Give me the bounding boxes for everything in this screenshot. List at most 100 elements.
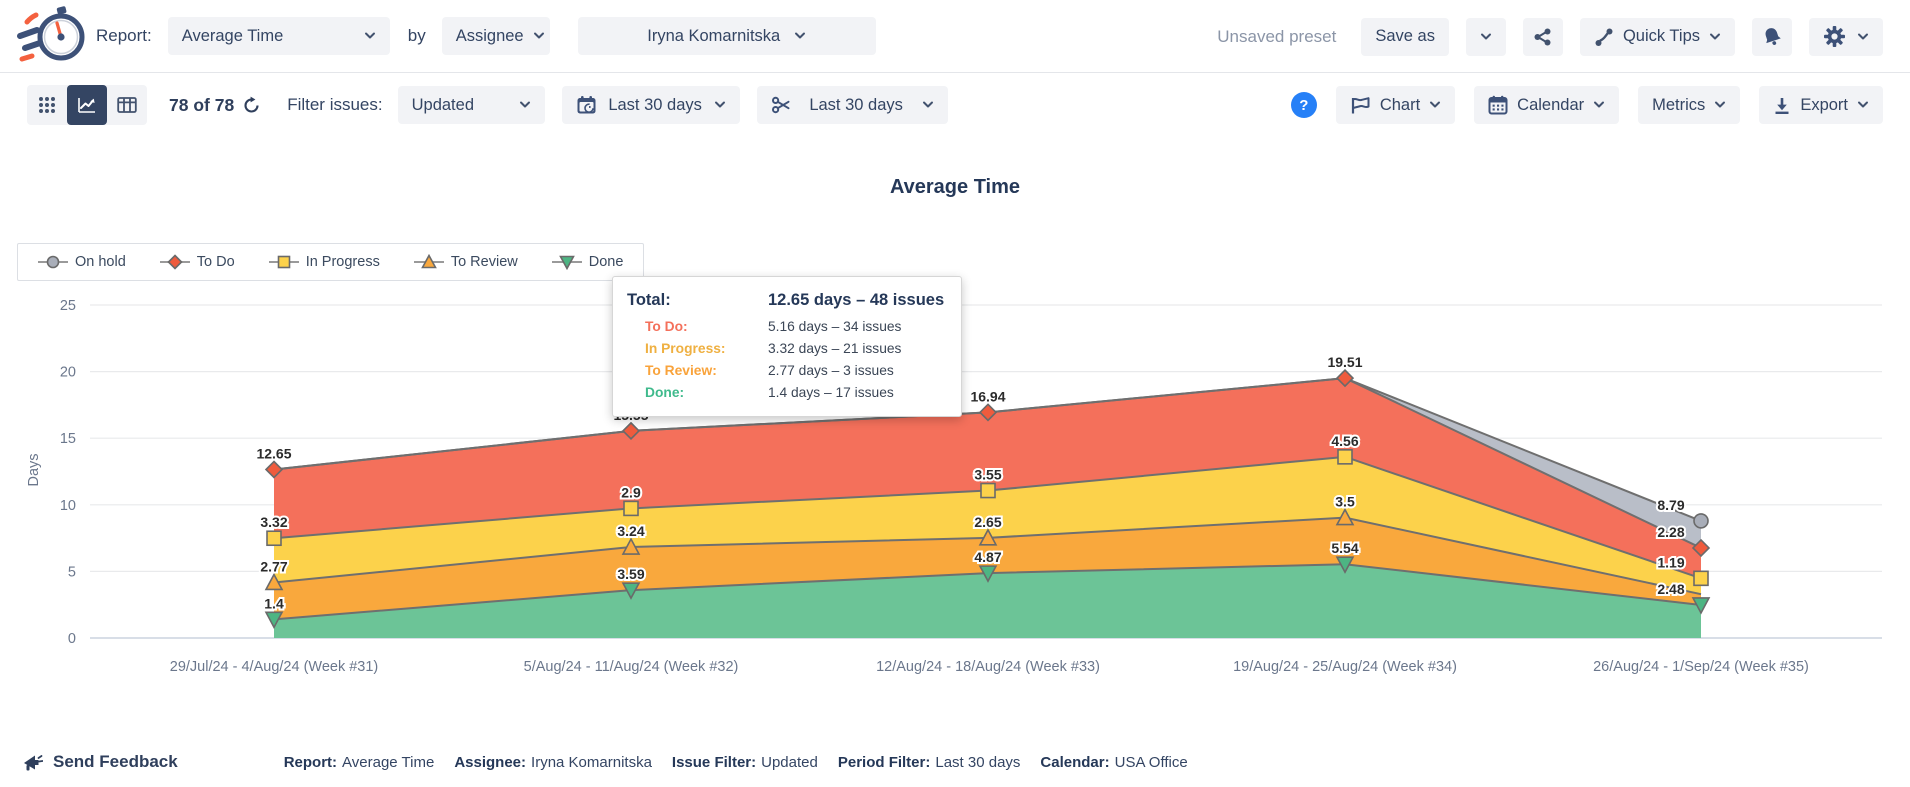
svg-text:15: 15 bbox=[60, 431, 76, 447]
legend-item-to-review[interactable]: To Review bbox=[414, 254, 518, 270]
view-timeline-button[interactable] bbox=[107, 85, 147, 125]
legend-label: On hold bbox=[75, 254, 126, 270]
svg-text:2.77: 2.77 bbox=[260, 558, 287, 574]
svg-text:3.5: 3.5 bbox=[1335, 494, 1355, 510]
report-type-dropdown[interactable]: Average Time bbox=[168, 17, 390, 55]
svg-text:20: 20 bbox=[60, 365, 76, 381]
preset-status: Unsaved preset bbox=[1217, 27, 1336, 47]
quick-tips-label: Quick Tips bbox=[1623, 27, 1700, 46]
date-filter-dropdown[interactable]: Last 30 days bbox=[562, 86, 740, 124]
issue-filter-dropdown[interactable]: Updated bbox=[398, 86, 545, 124]
legend-item-to-do[interactable]: To Do bbox=[160, 254, 235, 270]
send-feedback-button[interactable]: Send Feedback bbox=[22, 752, 178, 772]
calendar-clock-icon bbox=[576, 95, 597, 115]
tooltip-row-value: 5.16 days – 34 issues bbox=[768, 316, 901, 338]
save-as-button[interactable]: Save as bbox=[1361, 18, 1449, 56]
tooltip-row-value: 2.77 days – 3 issues bbox=[768, 360, 894, 382]
tooltip-rows: To Do:5.16 days – 34 issuesIn Progress:3… bbox=[627, 316, 947, 404]
chevron-down-icon bbox=[1857, 101, 1869, 109]
export-dropdown[interactable]: Export bbox=[1759, 86, 1883, 124]
svg-text:1.19: 1.19 bbox=[1657, 554, 1684, 570]
chevron-down-icon bbox=[533, 32, 545, 40]
summary-assignee: Assignee:Iryna Komarnitska bbox=[454, 754, 652, 771]
svg-text:8.79: 8.79 bbox=[1657, 497, 1684, 513]
tooltip-row-label: In Progress: bbox=[627, 338, 768, 360]
chart-legend: On hold To Do In Progress To Review Done bbox=[17, 243, 644, 281]
calendar-label: Calendar bbox=[1517, 96, 1584, 115]
summary-report: Report:Average Time bbox=[284, 754, 435, 771]
svg-text:26/Aug/24 - 1/Sep/24 (Week #35: 26/Aug/24 - 1/Sep/24 (Week #35) bbox=[1593, 659, 1809, 675]
summary-calendar: Calendar:USA Office bbox=[1040, 754, 1187, 771]
chevron-down-icon bbox=[364, 32, 376, 40]
period-filter-dropdown[interactable]: Last 30 days bbox=[757, 86, 948, 124]
calendar-dropdown[interactable]: Calendar bbox=[1474, 86, 1619, 124]
square-marker-icon bbox=[269, 254, 299, 270]
tooltip-row-label: To Review: bbox=[627, 360, 768, 382]
footer: Send Feedback Report:Average Time Assigne… bbox=[0, 737, 1910, 787]
legend-item-in-progress[interactable]: In Progress bbox=[269, 254, 380, 270]
area-chart-icon bbox=[1350, 96, 1371, 115]
svg-text:3.32: 3.32 bbox=[260, 514, 287, 530]
assignee-dropdown[interactable]: Iryna Komarnitska bbox=[578, 17, 876, 55]
by-label: by bbox=[408, 26, 426, 46]
svg-text:4.56: 4.56 bbox=[1331, 433, 1358, 449]
notifications-button[interactable] bbox=[1752, 18, 1792, 56]
chevron-down-icon bbox=[794, 32, 806, 40]
svg-text:12/Aug/24 - 18/Aug/24 (Week #3: 12/Aug/24 - 18/Aug/24 (Week #33) bbox=[876, 659, 1100, 675]
chevron-down-icon bbox=[1714, 101, 1726, 109]
refresh-icon[interactable] bbox=[242, 96, 261, 115]
group-by-dropdown[interactable]: Assignee bbox=[442, 17, 550, 55]
svg-text:12.65: 12.65 bbox=[256, 446, 291, 462]
view-chart-button[interactable] bbox=[67, 85, 107, 125]
tooltip-row-in-progress: In Progress:3.32 days – 21 issues bbox=[627, 338, 947, 360]
tooltip-total-label: Total: bbox=[627, 287, 768, 314]
tooltip-row-done: Done:1.4 days – 17 issues bbox=[627, 382, 947, 404]
save-as-menu-button[interactable] bbox=[1466, 18, 1506, 56]
report-label: Report: bbox=[96, 26, 152, 46]
svg-text:25: 25 bbox=[60, 298, 76, 314]
chevron-down-icon bbox=[922, 101, 934, 109]
report-toolbar: 78 of 78 Filter issues: Updated Last 30 … bbox=[0, 73, 1910, 137]
help-icon: ? bbox=[1299, 97, 1308, 114]
share-button[interactable] bbox=[1523, 18, 1563, 56]
tooltip-row-to-do: To Do:5.16 days – 34 issues bbox=[627, 316, 947, 338]
line-chart-icon bbox=[77, 95, 97, 115]
legend-item-on-hold[interactable]: On hold bbox=[38, 254, 126, 270]
svg-text:5.54: 5.54 bbox=[1331, 540, 1358, 556]
legend-label: Done bbox=[589, 254, 624, 270]
svg-text:3.59: 3.59 bbox=[617, 566, 644, 582]
svg-text:3.24: 3.24 bbox=[617, 523, 644, 539]
scissors-icon bbox=[771, 95, 791, 115]
chevron-down-icon bbox=[714, 101, 726, 109]
summary-issue-filter: Issue Filter:Updated bbox=[672, 754, 818, 771]
route-icon bbox=[1594, 27, 1614, 47]
quick-tips-button[interactable]: Quick Tips bbox=[1580, 18, 1735, 56]
chevron-down-icon bbox=[1857, 33, 1869, 41]
diamond-marker-icon bbox=[160, 254, 190, 270]
gear-icon bbox=[1823, 25, 1846, 48]
svg-text:29/Jul/24 - 4/Aug/24 (Week #31: 29/Jul/24 - 4/Aug/24 (Week #31) bbox=[170, 659, 379, 675]
report-type-value: Average Time bbox=[182, 27, 284, 46]
view-grid-button[interactable] bbox=[27, 85, 67, 125]
chart-type-dropdown[interactable]: Chart bbox=[1336, 86, 1455, 124]
legend-item-done[interactable]: Done bbox=[552, 254, 624, 270]
help-button[interactable]: ? bbox=[1291, 92, 1317, 118]
chevron-down-icon bbox=[1709, 33, 1721, 41]
svg-text:5/Aug/24 - 11/Aug/24 (Week #32: 5/Aug/24 - 11/Aug/24 (Week #32) bbox=[524, 659, 739, 675]
metrics-dropdown[interactable]: Metrics bbox=[1638, 86, 1740, 124]
issue-filter-value: Updated bbox=[412, 96, 474, 115]
export-label: Export bbox=[1800, 96, 1848, 115]
chart-tooltip: Total: 12.65 days – 48 issues To Do:5.16… bbox=[612, 276, 962, 417]
tooltip-row-to-review: To Review:2.77 days – 3 issues bbox=[627, 360, 947, 382]
topbar-actions: Unsaved preset Save as bbox=[1217, 0, 1883, 73]
svg-text:19/Aug/24 - 25/Aug/24 (Week #3: 19/Aug/24 - 25/Aug/24 (Week #34) bbox=[1233, 659, 1457, 675]
chevron-down-icon bbox=[519, 101, 531, 109]
app: Report: Average Time by Assignee Iryna K… bbox=[0, 0, 1910, 787]
settings-button[interactable] bbox=[1809, 18, 1883, 56]
svg-text:0: 0 bbox=[68, 631, 76, 647]
share-icon bbox=[1533, 27, 1552, 47]
svg-text:19.51: 19.51 bbox=[1327, 354, 1362, 370]
triangle-down-marker-icon bbox=[552, 254, 582, 270]
chevron-down-icon bbox=[1429, 101, 1441, 109]
send-feedback-label: Send Feedback bbox=[53, 752, 178, 772]
